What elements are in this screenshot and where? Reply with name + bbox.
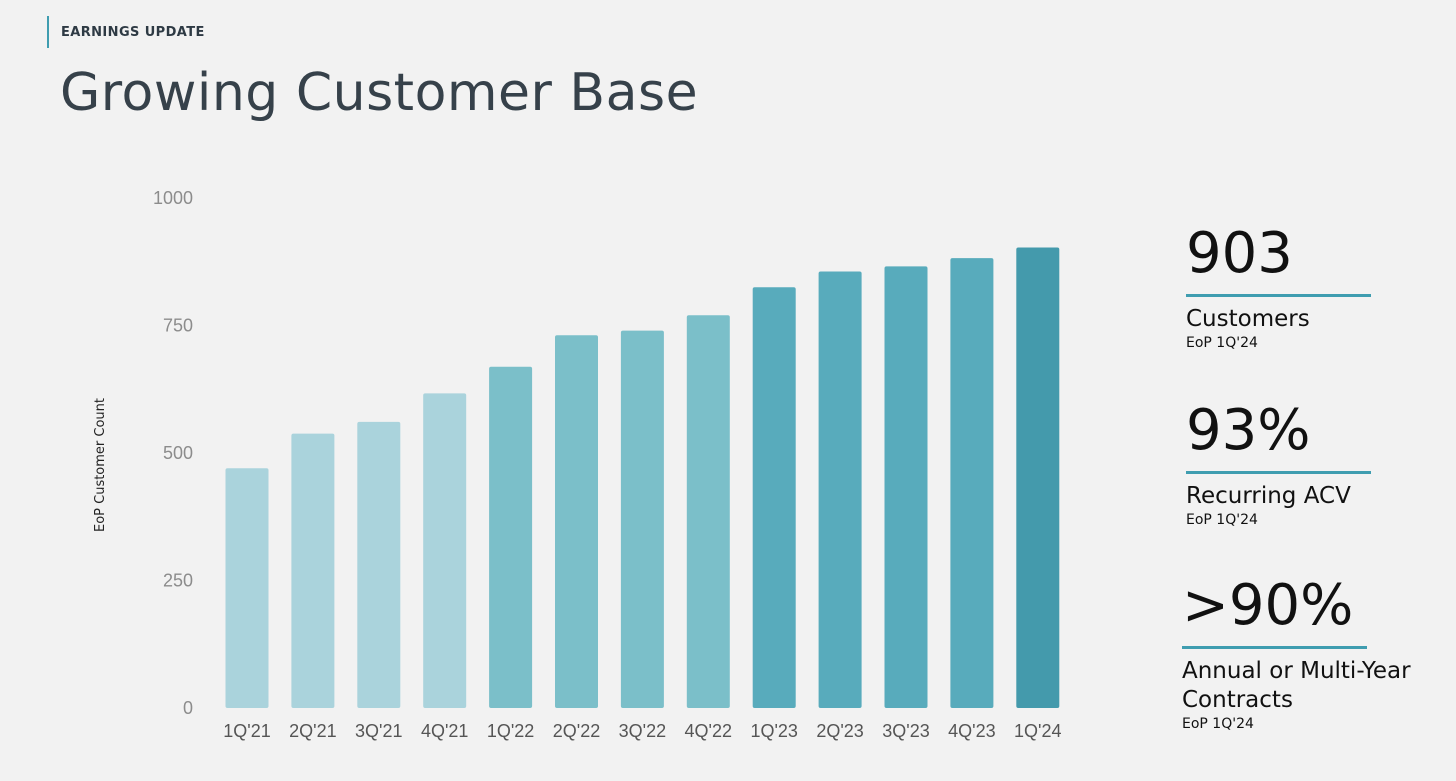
page-title: Growing Customer Base — [60, 63, 699, 123]
x-tick-label: 2Q'23 — [816, 721, 863, 741]
stat-value: >90% — [1182, 573, 1354, 638]
bar — [1016, 247, 1060, 708]
bar — [818, 271, 862, 708]
stat-divider — [1186, 471, 1371, 474]
x-tick-label: 4Q'21 — [421, 721, 468, 741]
y-tick-label: 0 — [183, 698, 193, 718]
bar — [620, 330, 664, 708]
bar — [357, 421, 401, 708]
stat-divider — [1182, 646, 1367, 649]
stat-label: Customers — [1186, 306, 1310, 332]
x-tick-label: 1Q'23 — [750, 721, 797, 741]
bar — [686, 315, 730, 708]
stat-divider — [1186, 294, 1371, 297]
stat-sub: EoP 1Q'24 — [1186, 511, 1258, 528]
x-tick-label: 4Q'23 — [948, 721, 995, 741]
stat-sub: EoP 1Q'24 — [1182, 715, 1254, 732]
x-tick-label: 1Q'21 — [223, 721, 270, 741]
stat-value: 93% — [1186, 398, 1311, 463]
stat-contracts: >90% Annual or Multi-Year Contracts EoP … — [1182, 573, 1411, 732]
bar — [423, 393, 467, 708]
bar — [489, 366, 533, 708]
stat-sub: EoP 1Q'24 — [1186, 334, 1258, 351]
bar — [950, 258, 994, 708]
y-tick-label: 1000 — [153, 188, 193, 208]
bar — [291, 433, 335, 708]
y-tick-label: 500 — [163, 443, 193, 463]
x-tick-label: 3Q'22 — [619, 721, 666, 741]
section-kicker: EARNINGS UPDATE — [47, 16, 205, 48]
stat-recurring-acv: 93% Recurring ACV EoP 1Q'24 — [1186, 403, 1371, 528]
stat-label: Recurring ACV — [1186, 483, 1351, 509]
bar — [225, 468, 269, 708]
y-tick-label: 250 — [163, 571, 193, 591]
bar-chart: 0 250 500 750 1000 EoP Customer Count 1Q'21 2Q'… — [93, 188, 1062, 741]
stat-value: 903 — [1186, 221, 1293, 286]
x-tick-label: 3Q'21 — [355, 721, 402, 741]
bar — [555, 335, 598, 708]
x-tick-label: 4Q'22 — [685, 721, 732, 741]
x-tick-label: 1Q'22 — [487, 721, 534, 741]
x-tick-label: 2Q'22 — [553, 721, 600, 741]
x-tick-label: 3Q'23 — [882, 721, 929, 741]
x-tick-label: 2Q'21 — [289, 721, 336, 741]
bar — [752, 287, 796, 708]
bar — [884, 266, 928, 708]
x-tick-label: 1Q'24 — [1014, 721, 1061, 741]
kicker-label: EARNINGS UPDATE — [61, 24, 205, 40]
y-tick-label: 750 — [163, 316, 193, 336]
y-axis-label: EoP Customer Count — [93, 398, 108, 532]
stat-customers: 903 Customers EoP 1Q'24 — [1186, 226, 1371, 351]
stat-label: Annual or Multi-Year Contracts — [1182, 658, 1411, 713]
